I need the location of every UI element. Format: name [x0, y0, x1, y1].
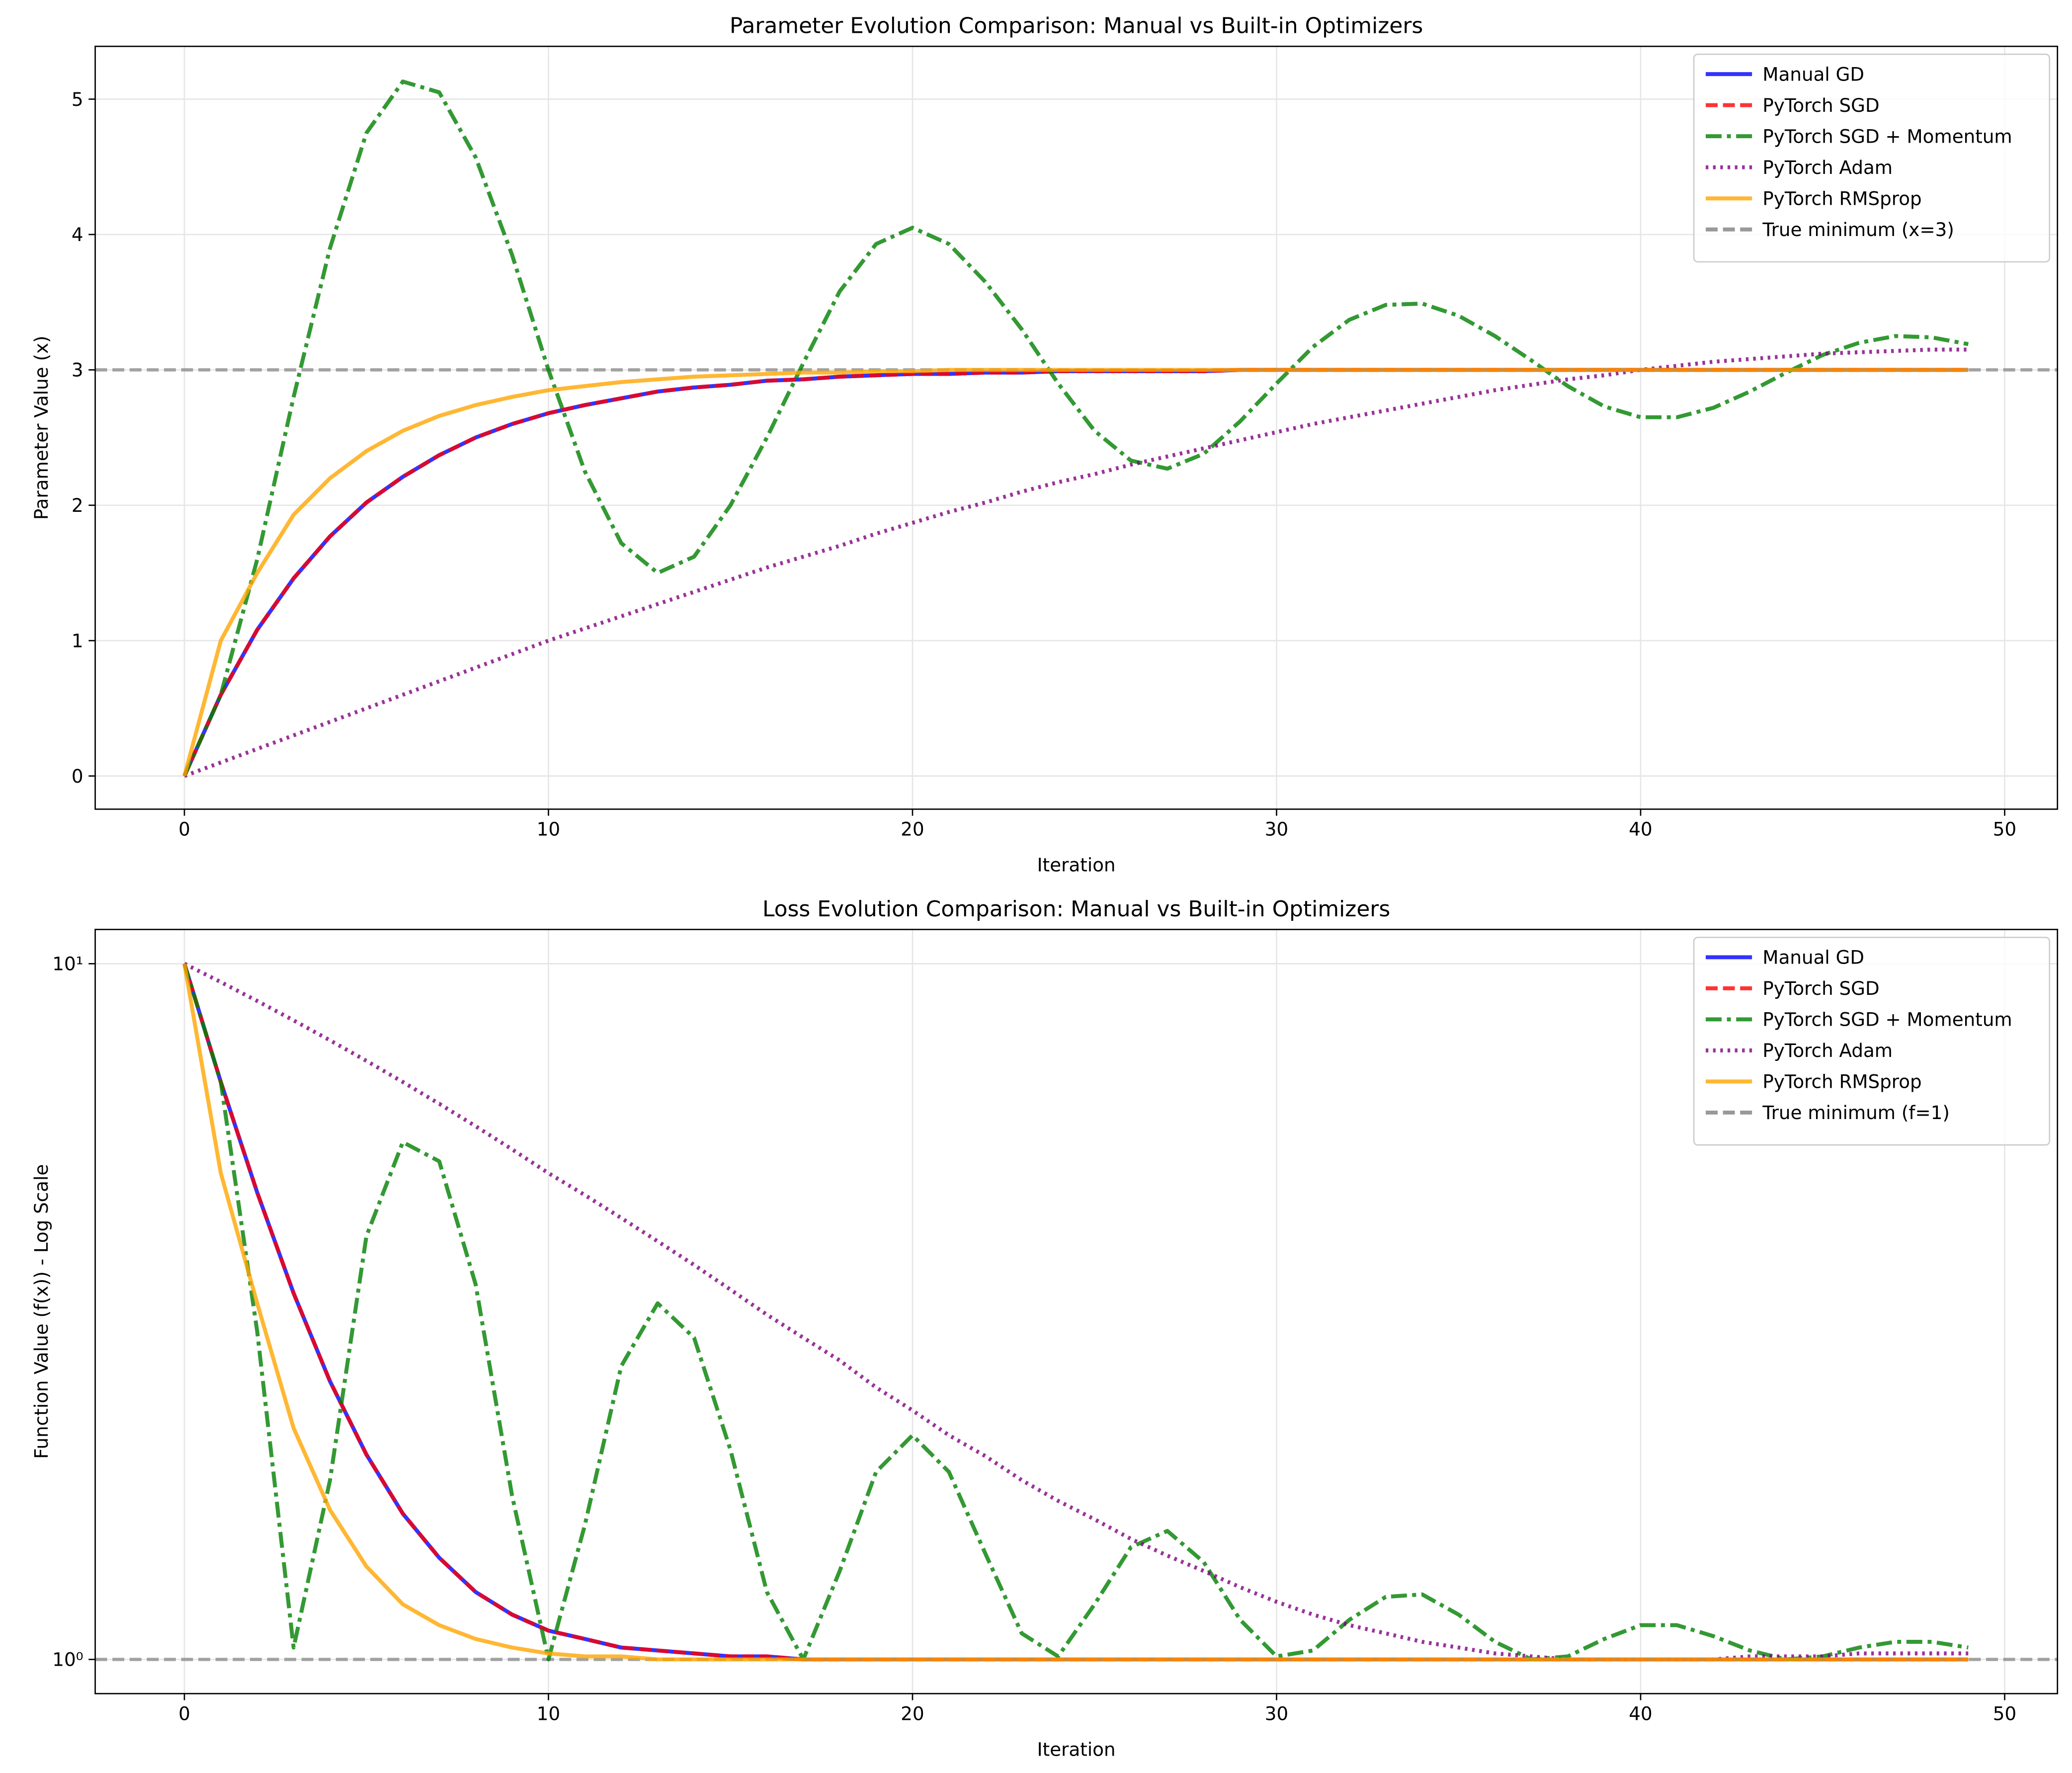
x-tick-label: 20 — [901, 1702, 924, 1724]
x-tick-label: 50 — [1993, 818, 2016, 840]
legend-label: PyTorch SGD — [1762, 94, 1879, 116]
legend-box — [1693, 53, 2051, 263]
y-tick-label: 10¹ — [52, 953, 83, 975]
y-tick-label: 2 — [72, 494, 83, 516]
y-tick-label: 1 — [72, 630, 83, 651]
y-axis-label: Parameter Value (x) — [30, 335, 52, 520]
y-tick-label: 4 — [72, 224, 83, 245]
series-line — [182, 368, 1969, 777]
series-line — [182, 368, 1969, 777]
x-tick-label: 40 — [1629, 1702, 1652, 1724]
x-tick-label: 20 — [901, 818, 924, 840]
plot-area — [95, 962, 2058, 1662]
series-line — [182, 80, 1969, 777]
legend-label: True minimum (f=1) — [1762, 1102, 1950, 1124]
legend-label: True minimum (x=3) — [1762, 219, 1954, 241]
legend-label: PyTorch RMSprop — [1762, 188, 1921, 210]
legend-label: Manual GD — [1762, 947, 1864, 968]
chart-title: Loss Evolution Comparison: Manual vs Bui… — [762, 896, 1390, 922]
x-axis-label: Iteration — [1037, 854, 1116, 876]
x-tick-label: 30 — [1265, 1702, 1288, 1724]
y-tick-label: 10⁰ — [52, 1649, 83, 1671]
x-axis-label: Iteration — [1037, 1738, 1116, 1760]
legend-label: PyTorch SGD — [1762, 977, 1879, 999]
axes-frame — [94, 45, 2059, 810]
x-tick-label: 50 — [1993, 1702, 2016, 1724]
legend-label: Manual GD — [1762, 63, 1864, 85]
legend-label: PyTorch SGD + Momentum — [1762, 1009, 2012, 1031]
y-tick-label: 5 — [72, 88, 83, 110]
x-tick-label: 30 — [1265, 818, 1288, 840]
series-line — [182, 963, 1969, 1662]
series-line — [182, 963, 1969, 1662]
legend-label: PyTorch SGD + Momentum — [1762, 125, 2012, 147]
legend-label: PyTorch Adam — [1762, 157, 1893, 178]
axes-frame — [94, 929, 2059, 1694]
y-tick-label: 0 — [72, 765, 83, 787]
y-axis-label: Function Value (f(x)) - Log Scale — [30, 1164, 52, 1459]
y-tick-label: 3 — [72, 359, 83, 381]
x-tick-label: 0 — [178, 1702, 190, 1724]
plot-area — [95, 80, 2058, 778]
chart-title: Parameter Evolution Comparison: Manual v… — [730, 13, 1423, 39]
series-line — [182, 368, 1969, 777]
x-tick-label: 10 — [537, 818, 560, 840]
x-tick-label: 40 — [1629, 818, 1652, 840]
x-tick-label: 0 — [178, 818, 190, 840]
x-tick-label: 10 — [537, 1702, 560, 1724]
legend-label: PyTorch Adam — [1762, 1040, 1893, 1061]
legend-label: PyTorch RMSprop — [1762, 1071, 1921, 1093]
legend-box — [1693, 937, 2051, 1146]
